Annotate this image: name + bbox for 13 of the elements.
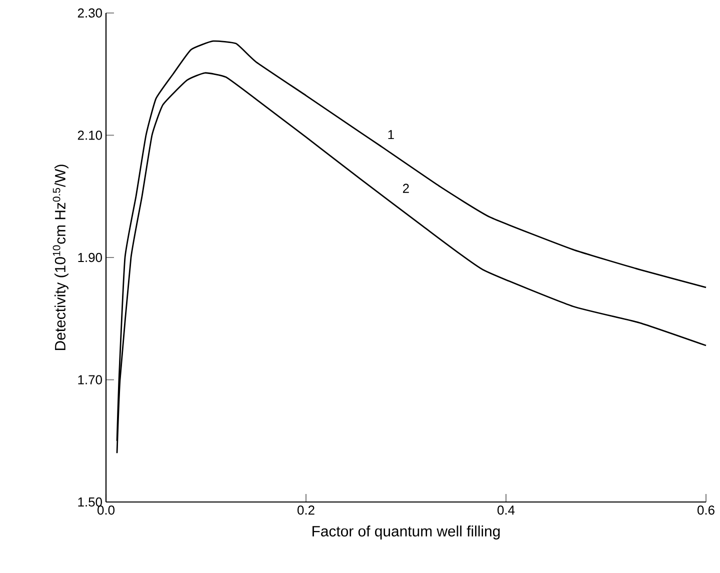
annotation: 1 — [388, 130, 394, 140]
y-tick-label: 2.30 — [78, 8, 102, 18]
y-axis-title: Detectivity (10$^{10}$cm Hz$^{0.5}$/W) — [52, 164, 68, 350]
x-tick-label: 0.4 — [498, 506, 515, 515]
annotation: 2 — [402, 184, 409, 193]
y-tick-label: 2.10 — [78, 130, 102, 140]
y-tick-label: 1.90 — [78, 252, 102, 262]
y-tick-label: 1.50 — [78, 497, 102, 507]
x-tick-label: 0.2 — [298, 506, 314, 515]
y-tick-label: 1.70 — [78, 375, 102, 384]
x-tick-label: 0.0 — [98, 506, 115, 515]
x-tick-label: 0.6 — [698, 506, 714, 515]
x-axis-title: Factor of quantum well filling — [312, 526, 500, 540]
